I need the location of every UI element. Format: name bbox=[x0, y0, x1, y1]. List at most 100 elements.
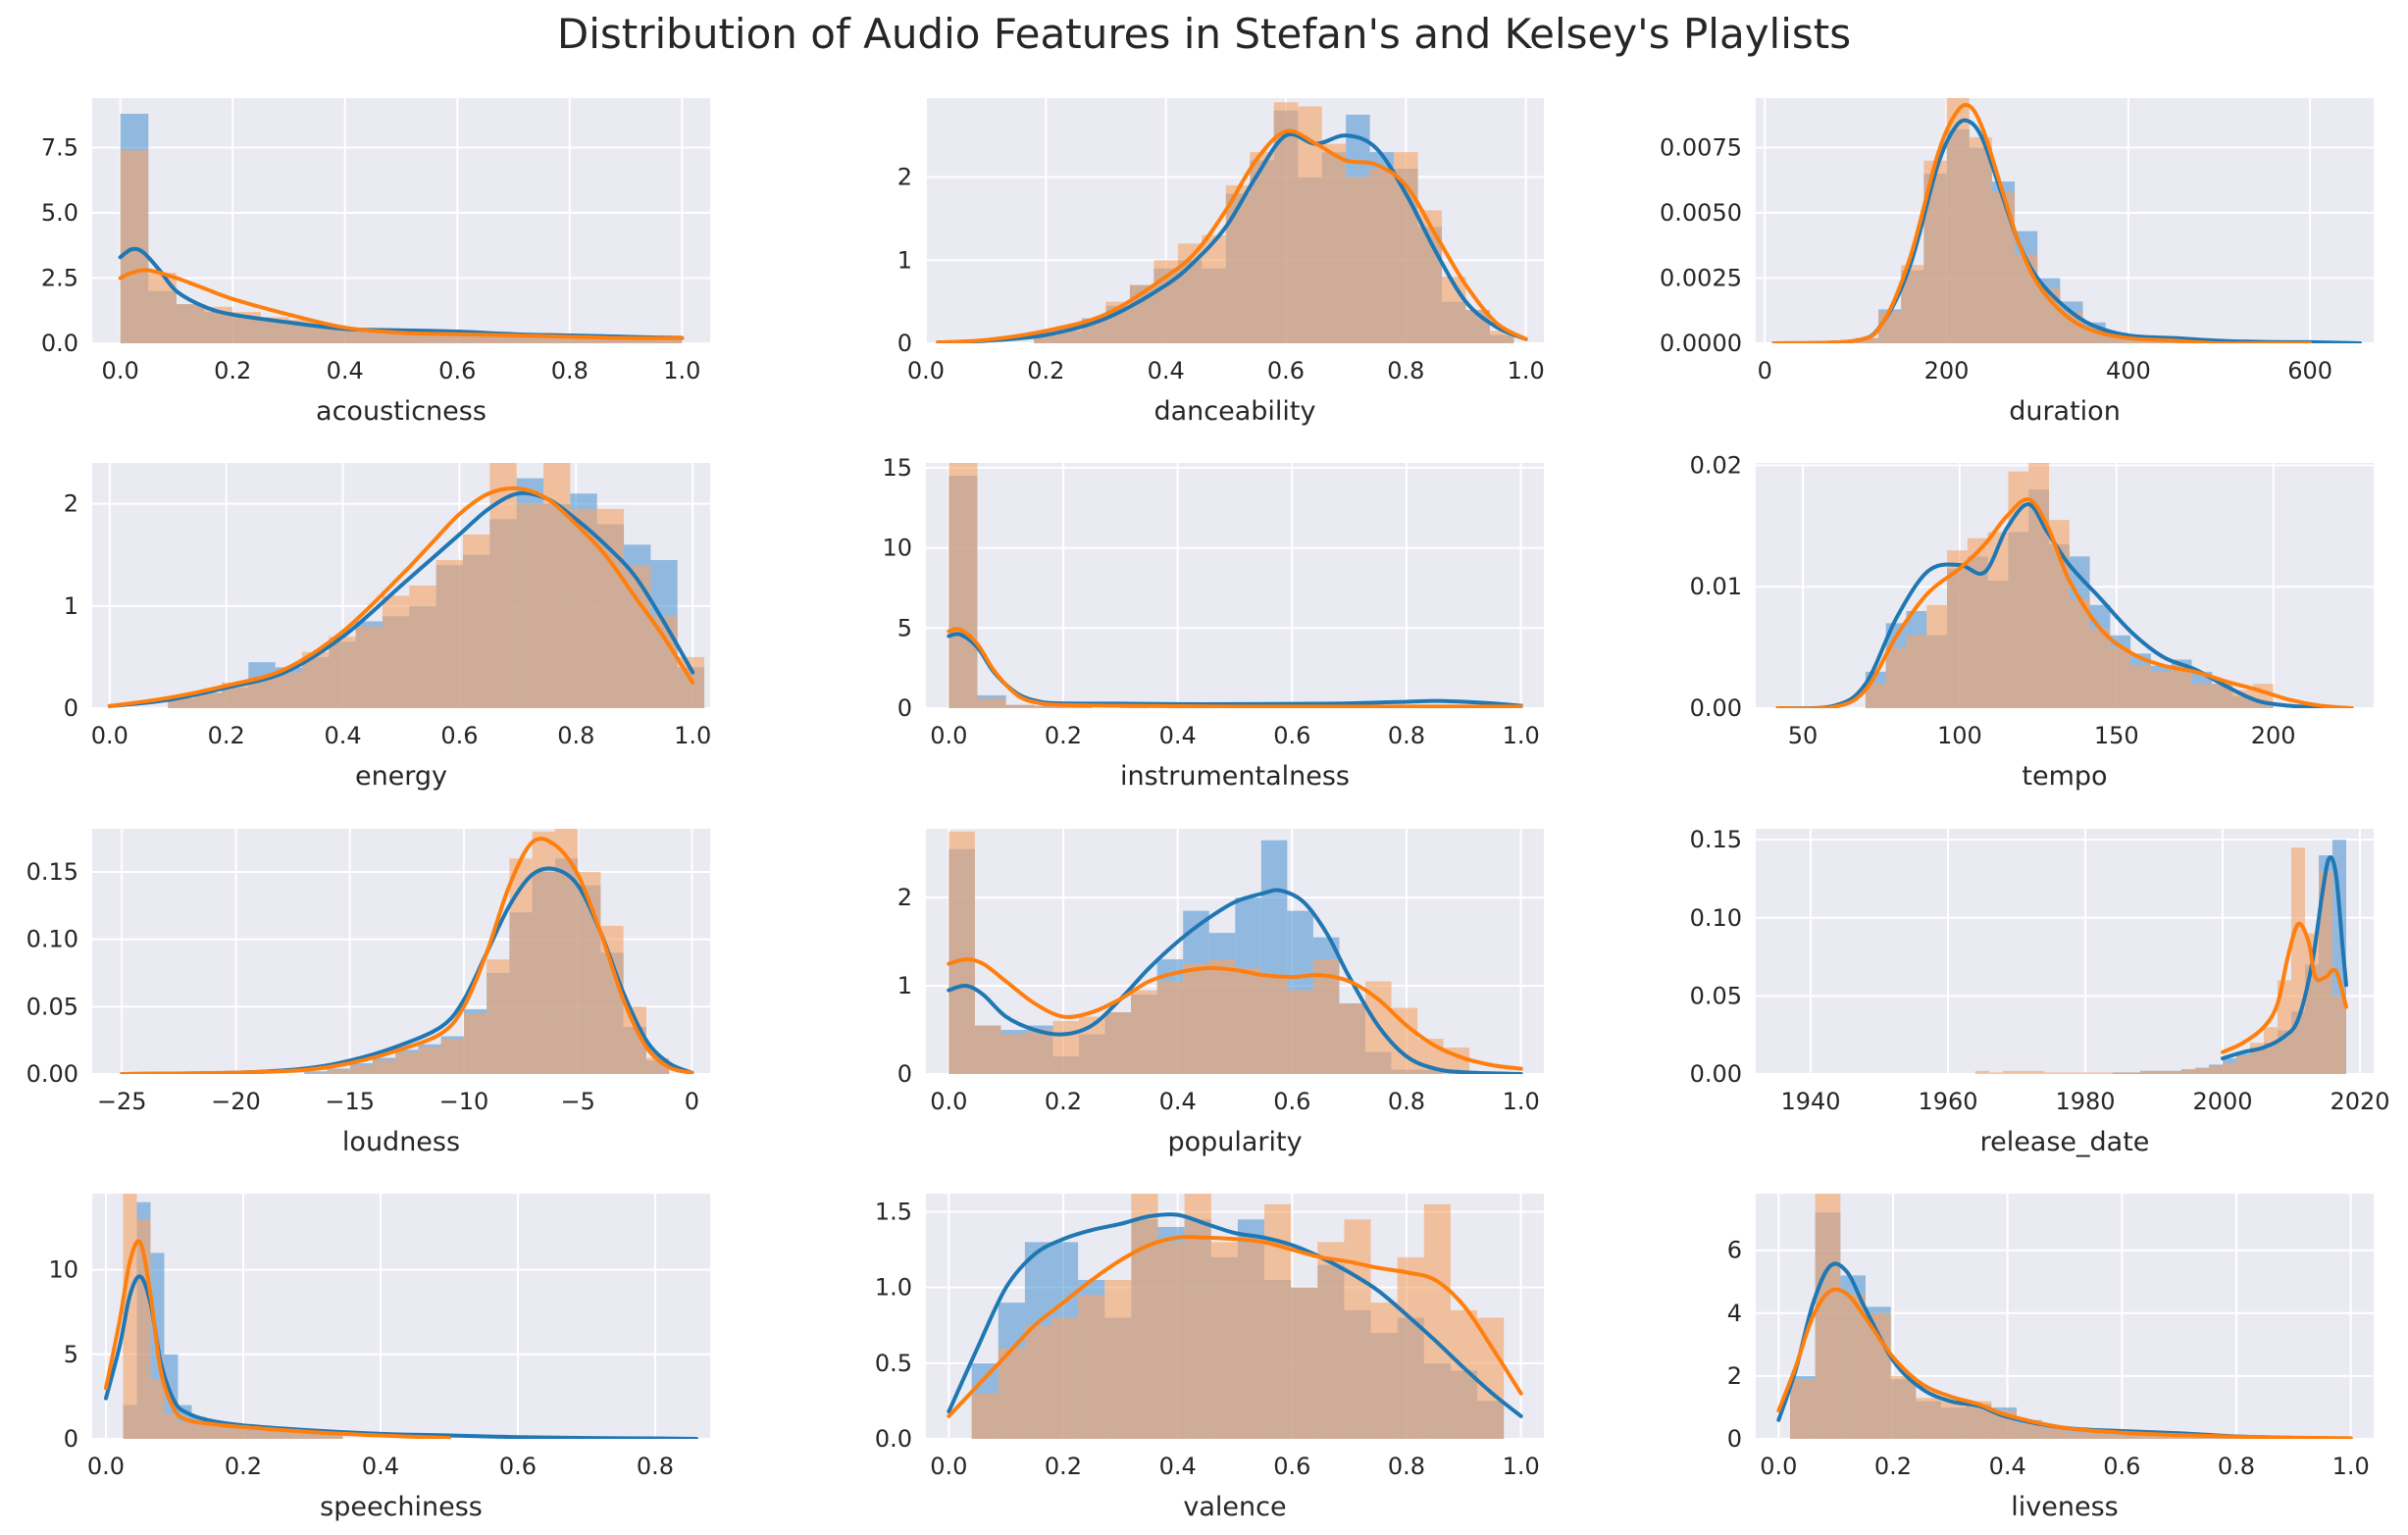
y-tick-label: 0 bbox=[897, 1060, 912, 1088]
kde-line-series-1 bbox=[936, 131, 1528, 343]
x-tick-label: 0.6 bbox=[2103, 1453, 2140, 1480]
histogram-bar bbox=[382, 595, 410, 708]
x-tick-label: 0.0 bbox=[1760, 1453, 1797, 1480]
x-tick-label: 0.4 bbox=[1989, 1453, 2026, 1480]
kde-line-series-2 bbox=[947, 1235, 1523, 1418]
kde-line-series-2 bbox=[2221, 921, 2348, 1054]
x-tick-label: 0.0 bbox=[930, 722, 967, 749]
histogram-bar bbox=[2195, 1067, 2209, 1074]
x-tick-label: 0.2 bbox=[1045, 1088, 1082, 1115]
tick-labels: 0.0 0.2 0.4 0.6 0.8 1.0 0 1 2 bbox=[897, 164, 1545, 384]
histogram-bar bbox=[1183, 963, 1209, 1074]
histogram-bar bbox=[2069, 598, 2090, 708]
y-tick-label: 7.5 bbox=[41, 134, 78, 162]
histogram-bar bbox=[1237, 1242, 1265, 1439]
histogram-bar bbox=[1157, 1242, 1185, 1439]
histogram-bar bbox=[2126, 1072, 2140, 1074]
subplot-popularity: 0.0 0.2 0.4 0.6 0.8 1.0 0 1 2 popularity bbox=[897, 829, 1544, 1157]
histogram-bar bbox=[2291, 847, 2305, 1074]
histogram-bar bbox=[1916, 1398, 1941, 1439]
x-tick-label: 1.0 bbox=[2332, 1453, 2370, 1480]
histogram-series-2 bbox=[168, 463, 705, 708]
x-tick-label: 0.0 bbox=[102, 357, 139, 384]
histogram-bar bbox=[569, 337, 598, 343]
histogram-bar bbox=[304, 1072, 328, 1074]
tick-labels: 50 100 150 200 0.00 0.01 0.02 bbox=[1690, 451, 2296, 749]
y-tick-label: 0 bbox=[897, 330, 912, 357]
kde-line-series-1 bbox=[947, 1212, 1523, 1418]
plot-area bbox=[947, 1194, 1523, 1439]
histogram-bar bbox=[1063, 706, 1093, 708]
y-tick-label: 0 bbox=[897, 694, 912, 722]
histogram-bar bbox=[315, 1434, 330, 1439]
histogram-bar bbox=[205, 1425, 220, 1439]
histogram-bar bbox=[541, 337, 570, 343]
x-axis-label: energy bbox=[355, 761, 447, 792]
histogram-bar bbox=[2171, 665, 2192, 708]
histogram-series-2 bbox=[304, 829, 670, 1074]
histogram-bar bbox=[600, 925, 624, 1074]
histogram-bar bbox=[1202, 234, 1226, 343]
x-tick-label: 0.2 bbox=[1045, 1453, 1082, 1480]
histogram-bar bbox=[1865, 684, 1886, 708]
histogram-bar bbox=[1184, 1194, 1211, 1439]
histogram-bar bbox=[349, 1065, 373, 1074]
plot-area bbox=[947, 831, 1523, 1074]
histogram-bar bbox=[1131, 990, 1157, 1074]
x-axis-label: tempo bbox=[2022, 761, 2107, 792]
y-tick-label: 0 bbox=[1727, 1425, 1742, 1453]
plot-area bbox=[107, 463, 705, 708]
y-tick-label: 10 bbox=[48, 1256, 78, 1284]
tick-labels: −25 −20 −15 −10 −5 0 0.00 0.05 0.10 0.15 bbox=[26, 858, 699, 1115]
histogram-bar bbox=[1923, 160, 1947, 343]
histogram-bar bbox=[2067, 1432, 2092, 1439]
kde-line-series-2 bbox=[1771, 102, 2313, 343]
y-tick-label: 0.0 bbox=[875, 1425, 912, 1453]
histogram-bar bbox=[1815, 1194, 1841, 1439]
x-axis-label: speechiness bbox=[320, 1492, 483, 1522]
histogram-bar bbox=[2113, 1072, 2126, 1074]
histogram-bar bbox=[1208, 959, 1236, 1074]
subplot-danceability: 0.0 0.2 0.4 0.6 0.8 1.0 0 1 2 danceability bbox=[897, 98, 1545, 427]
x-tick-label: 0.4 bbox=[1159, 1088, 1197, 1115]
histogram-bar bbox=[977, 698, 1006, 708]
x-axis-label: liveness bbox=[2011, 1492, 2118, 1522]
histogram-bar bbox=[1291, 1287, 1318, 1439]
histogram-bar bbox=[219, 1426, 233, 1439]
histogram-bar bbox=[176, 304, 205, 343]
x-tick-label: 0.4 bbox=[1148, 357, 1185, 384]
histogram-bar bbox=[650, 616, 678, 708]
histogram-bar bbox=[148, 273, 177, 343]
histogram-bar bbox=[1969, 136, 1992, 343]
histogram-bar bbox=[355, 626, 383, 708]
tick-labels: 0.0 0.2 0.4 0.6 0.8 1.0 0 1 2 bbox=[897, 884, 1540, 1115]
plot-background bbox=[926, 463, 1544, 708]
x-tick-label: 0.4 bbox=[1159, 1453, 1197, 1480]
x-tick-label: 0.2 bbox=[1027, 357, 1064, 384]
histogram-bar bbox=[435, 559, 463, 708]
histogram-bar bbox=[2003, 1070, 2017, 1074]
subplot-loudness: −25 −20 −15 −10 −5 0 0.00 0.05 0.10 0.15 loudness bbox=[26, 829, 710, 1157]
kde-line-series-1 bbox=[947, 888, 1523, 1074]
kde-line-series-2 bbox=[118, 268, 685, 340]
y-tick-label: 0.05 bbox=[1690, 982, 1742, 1009]
x-tick-label: 0.2 bbox=[225, 1453, 262, 1480]
histogram-bar bbox=[1156, 981, 1184, 1074]
x-tick-label: −25 bbox=[97, 1088, 147, 1115]
histogram-bar bbox=[1131, 1194, 1158, 1439]
histogram-bar bbox=[1975, 1070, 1989, 1074]
x-tick-label: 0.4 bbox=[324, 722, 361, 749]
kde-line-series-2 bbox=[1775, 497, 2354, 708]
histogram-bar bbox=[1153, 260, 1178, 343]
histogram-bar bbox=[2089, 629, 2111, 708]
histogram-bar bbox=[1346, 177, 1370, 343]
x-tick-label: 50 bbox=[1788, 722, 1819, 749]
x-tick-label: 150 bbox=[2094, 722, 2139, 749]
histogram-bar bbox=[2105, 337, 2128, 343]
histogram-bar bbox=[1987, 532, 2009, 708]
y-tick-label: 10 bbox=[882, 535, 912, 562]
histogram-bar bbox=[2044, 1072, 2058, 1074]
y-tick-label: 5 bbox=[64, 1341, 78, 1368]
histogram-series-2 bbox=[971, 1194, 1505, 1439]
